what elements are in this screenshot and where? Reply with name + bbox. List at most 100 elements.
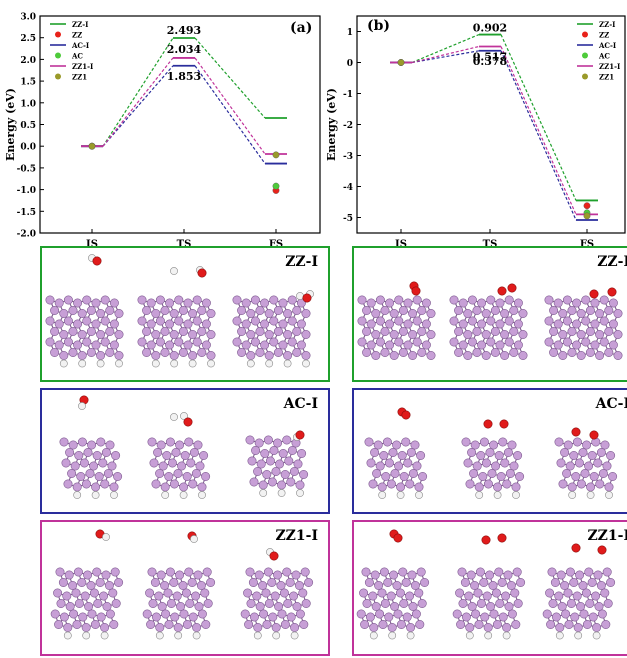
- carbon-atom: [178, 305, 188, 315]
- carbon-atom: [382, 437, 392, 447]
- carbon-atom: [371, 351, 381, 361]
- carbon-atom: [595, 308, 605, 318]
- oxygen-atom: [497, 286, 507, 296]
- carbon-atom: [283, 351, 293, 361]
- connector-zz-i-0: [411, 33, 480, 64]
- point-zz-fs: [583, 202, 591, 210]
- carbon-atom: [165, 319, 175, 329]
- oxygen-atom: [183, 417, 193, 427]
- carbon-atom: [278, 298, 288, 308]
- hydrogen-atom: [100, 631, 109, 640]
- carbon-atom: [509, 461, 519, 471]
- carbon-atom: [91, 340, 101, 350]
- carbon-atom: [63, 337, 73, 347]
- carbon-atom: [548, 599, 558, 609]
- carbon-atom: [110, 567, 120, 577]
- carbon-atom: [463, 308, 473, 318]
- carbon-atom: [401, 577, 411, 587]
- carbon-atom: [169, 308, 179, 318]
- carbon-atom: [192, 316, 202, 326]
- oxygen-atom: [269, 551, 279, 561]
- carbon-atom: [504, 602, 514, 612]
- carbon-atom: [366, 458, 376, 468]
- carbon-atom: [608, 298, 618, 308]
- connector-zz1-i-0: [411, 45, 480, 64]
- carbon-atom: [89, 461, 99, 471]
- hydrogen-atom: [574, 631, 583, 640]
- carbon-atom: [579, 609, 589, 619]
- carbon-atom: [101, 570, 111, 580]
- connector-ac-i-0: [102, 65, 174, 147]
- carbon-atom: [164, 620, 174, 630]
- carbon-atom: [289, 467, 299, 477]
- carbon-atom: [385, 319, 395, 329]
- y-tick-label: -1.0: [17, 186, 36, 196]
- carbon-atom: [241, 340, 251, 350]
- carbon-atom: [507, 609, 517, 619]
- ts-value-label: 1.853: [167, 70, 201, 83]
- carbon-atom: [156, 570, 166, 580]
- hydrogen-atom: [179, 491, 188, 499]
- carbon-atom: [455, 588, 465, 598]
- structure-panel-zz1-i-left: ZZ1-I: [40, 520, 330, 656]
- carbon-atom: [356, 609, 366, 619]
- carbon-atom: [454, 305, 464, 315]
- legend-label-ac-i: AC-I: [598, 41, 616, 50]
- carbon-atom: [402, 612, 412, 622]
- carbon-atom: [492, 620, 502, 630]
- carbon-atom: [392, 440, 402, 450]
- carbon-atom: [293, 459, 303, 469]
- carbon-atom: [368, 479, 378, 489]
- carbon-atom: [61, 458, 71, 468]
- carbon-atom: [174, 337, 184, 347]
- legend-swatch-zz: [55, 31, 61, 38]
- x-tick-label: FS: [580, 239, 594, 248]
- carbon-atom: [298, 588, 308, 598]
- hydrogen-atom: [259, 489, 268, 497]
- carbon-atom: [410, 440, 420, 450]
- carbon-atom: [169, 577, 179, 587]
- carbon-atom: [157, 602, 167, 612]
- panel-label-zz1-i-left: ZZ1-I: [275, 528, 318, 544]
- point-zz1-is: [397, 59, 405, 66]
- carbon-atom: [586, 482, 596, 492]
- carbon-structure-2: [137, 266, 216, 368]
- carbon-atom: [481, 330, 491, 340]
- carbon-atom: [86, 348, 96, 358]
- hydrogen-atom: [512, 491, 520, 499]
- carbon-atom: [380, 327, 390, 337]
- carbon-atom: [285, 577, 295, 587]
- carbon-atom: [585, 348, 595, 358]
- carbon-atom: [477, 298, 487, 308]
- hydrogen-atom: [406, 631, 415, 640]
- carbon-atom: [284, 456, 294, 466]
- carbon-atom: [485, 447, 495, 457]
- carbon-atom: [417, 599, 427, 609]
- carbon-atom: [178, 327, 188, 337]
- connector-zz-i-0: [102, 37, 174, 147]
- carbon-atom: [246, 599, 256, 609]
- carbon-atom: [513, 340, 523, 350]
- carbon-atom: [575, 570, 585, 580]
- carbon-atom: [549, 305, 559, 315]
- hydrogen-atom: [592, 631, 601, 640]
- carbon-atom: [269, 295, 279, 305]
- carbon-atom: [96, 437, 106, 447]
- ts-value-label: 0.902: [473, 22, 507, 35]
- carbon-atom: [600, 588, 610, 598]
- carbon-atom: [490, 327, 500, 337]
- carbon-atom: [560, 447, 570, 457]
- carbon-atom: [258, 580, 268, 590]
- carbon-atom: [417, 348, 427, 358]
- carbon-atom: [500, 308, 510, 318]
- carbon-atom: [155, 469, 165, 479]
- carbon-atom: [109, 482, 119, 492]
- carbon-atom: [454, 327, 464, 337]
- carbon-atom: [295, 480, 305, 490]
- carbon-atom: [396, 482, 406, 492]
- carbon-atom: [494, 450, 504, 460]
- carbon-atom: [155, 337, 165, 347]
- carbon-atom: [77, 308, 87, 318]
- hydrogen-atom: [155, 631, 164, 640]
- carbon-atom: [98, 458, 108, 468]
